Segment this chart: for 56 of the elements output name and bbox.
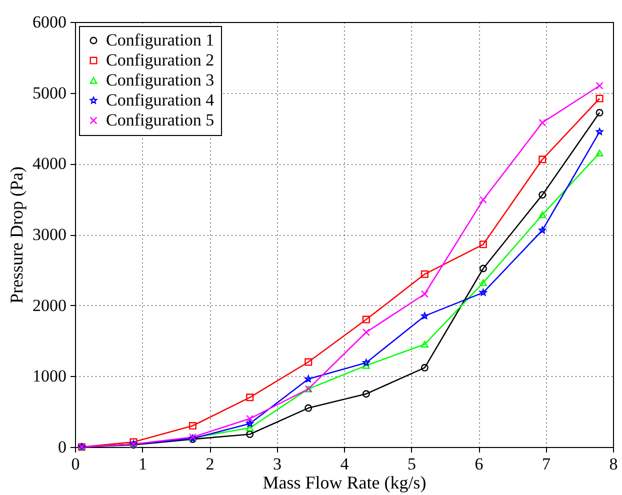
- x-tick-label: 8: [609, 454, 618, 474]
- x-tick-label: 7: [542, 454, 551, 474]
- point: [538, 211, 546, 218]
- x-axis-title: Mass Flow Rate (kg/s): [262, 472, 426, 492]
- legend-label: Configuration 4: [106, 90, 215, 110]
- point: [420, 270, 428, 278]
- point: [188, 422, 196, 430]
- point: [596, 128, 604, 135]
- x-tick-label: 1: [138, 454, 147, 474]
- x-tick-label: 5: [408, 454, 416, 474]
- y-tick-label: 5000: [32, 83, 66, 102]
- legend-label: Configuration 1: [106, 30, 214, 50]
- y-axis-title: Pressure Drop (Pa): [6, 166, 26, 304]
- x-tick-label: 6: [474, 454, 484, 474]
- point: [246, 394, 254, 402]
- point: [479, 279, 487, 286]
- point: [480, 288, 487, 296]
- point: [362, 362, 370, 369]
- point: [362, 316, 370, 324]
- y-tick-label: 2000: [32, 296, 66, 315]
- point: [538, 156, 546, 164]
- y-tick-label: 4000: [32, 154, 66, 174]
- legend-label: Configuration 3: [106, 70, 214, 90]
- y-tick-label: 3000: [32, 225, 66, 244]
- point: [246, 414, 254, 422]
- point: [420, 290, 428, 298]
- point: [479, 264, 487, 272]
- point: [304, 375, 312, 382]
- point: [362, 390, 370, 398]
- x-tick-label: 0: [71, 454, 80, 474]
- x-tick-label: 2: [206, 454, 214, 474]
- point: [596, 94, 604, 102]
- y-tick-label: 0: [58, 438, 66, 456]
- point: [538, 118, 546, 126]
- point: [596, 82, 604, 90]
- point: [479, 240, 487, 248]
- point: [362, 358, 370, 366]
- point: [362, 328, 370, 336]
- point: [538, 226, 546, 234]
- point: [421, 312, 428, 320]
- point: [596, 150, 604, 156]
- point: [420, 340, 428, 348]
- point: [304, 358, 312, 366]
- point: [246, 420, 254, 427]
- y-tick-label: 6000: [32, 12, 66, 32]
- point: [246, 424, 254, 432]
- point: [420, 364, 428, 372]
- x-tick-label: 3: [273, 454, 282, 474]
- point: [479, 196, 487, 204]
- legend-label: Configuration 2: [106, 50, 214, 70]
- x-tick-label: 4: [340, 454, 350, 474]
- y-tick-label: 1000: [32, 366, 66, 386]
- point: [304, 404, 312, 412]
- point: [246, 430, 254, 438]
- legend-label: Configuration 5: [106, 110, 214, 130]
- point: [538, 191, 546, 199]
